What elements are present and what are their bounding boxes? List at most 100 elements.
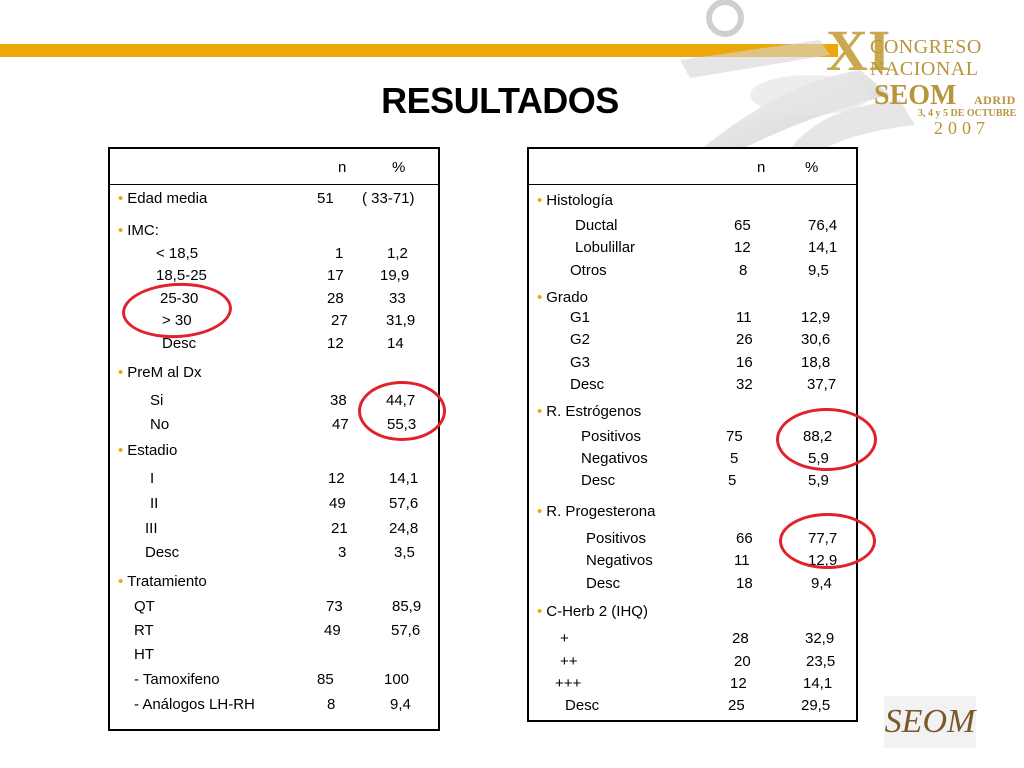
highlight-ellipse-prem	[358, 381, 446, 441]
cell-n: 5	[728, 472, 737, 489]
cell-n: 3	[338, 544, 347, 561]
column-header-n: n	[757, 159, 766, 176]
row-label: III	[145, 520, 158, 537]
cell-n: 65	[734, 217, 751, 234]
cell-percent: 3,5	[394, 544, 415, 561]
row-label: +	[560, 630, 569, 647]
cell-percent: ( 33-71)	[362, 190, 415, 207]
cell-n: 1	[335, 245, 344, 262]
cell-n: 17	[327, 267, 344, 284]
row-label: Desc	[145, 544, 180, 561]
column-header-percent: %	[392, 159, 406, 176]
row-label: Otros	[570, 262, 607, 279]
cell-percent: 85,9	[392, 598, 422, 615]
section-label-prem: PreM al Dx	[118, 364, 201, 382]
cell-n: 28	[732, 630, 749, 647]
cell-percent: 18,8	[801, 354, 831, 371]
logo-line-2: NACIONAL	[870, 58, 979, 80]
section-label-receptor-progesterona: R. Progesterona	[537, 503, 655, 521]
row-label: Lobulillar	[575, 239, 636, 256]
row-label: Negativos	[586, 552, 653, 569]
row-label: QT	[134, 598, 155, 615]
header-divider	[529, 184, 856, 185]
logo-line-3b: ADRID	[974, 93, 1016, 107]
logo-line-3: SEOM	[874, 80, 957, 111]
cell-percent: 14,1	[803, 675, 833, 692]
cell-percent: 14	[387, 335, 404, 352]
highlight-ellipse-rp	[779, 513, 876, 569]
row-label: Desc	[586, 575, 621, 592]
cell-n: 38	[330, 392, 347, 409]
logo-line-5: 2007	[934, 118, 990, 138]
row-label: ++	[560, 653, 578, 670]
cell-n: 27	[331, 312, 348, 329]
cell-n: 47	[332, 416, 349, 433]
row-label: HT	[134, 646, 154, 663]
cell-n: 8	[739, 262, 748, 279]
column-header-n: n	[338, 159, 347, 176]
results-table-left: n % Edad media 51 ( 33-71) IMC: < 18,5 1…	[108, 147, 440, 731]
section-label-edad: Edad media	[118, 190, 207, 208]
cell-n: 25	[728, 697, 745, 714]
cell-n: 73	[326, 598, 343, 615]
section-label-grado: Grado	[537, 289, 588, 307]
cell-n: 16	[736, 354, 753, 371]
cell-n: 75	[726, 428, 743, 445]
row-label: Desc	[565, 697, 600, 714]
cell-n: 51	[317, 190, 334, 207]
cell-percent: 9,4	[390, 696, 411, 713]
cell-n: 21	[331, 520, 348, 537]
section-label-c-herb2: C-Herb 2 (IHQ)	[537, 603, 648, 621]
cell-n: 8	[327, 696, 336, 713]
cell-percent: 9,5	[808, 262, 829, 279]
row-label: - Tamoxifeno	[134, 671, 220, 688]
cell-n: 12	[730, 675, 747, 692]
cell-n: 49	[329, 495, 346, 512]
cell-percent: 19,9	[380, 267, 410, 284]
cell-percent: 14,1	[808, 239, 838, 256]
cell-n: 32	[736, 376, 753, 393]
cell-n: 49	[324, 622, 341, 639]
row-label: G2	[570, 331, 591, 348]
cell-n: 11	[736, 309, 752, 326]
row-label: RT	[134, 622, 154, 639]
cell-n: 26	[736, 331, 753, 348]
cell-percent: 23,5	[806, 653, 836, 670]
row-label: Positivos	[581, 428, 642, 445]
row-label: Desc	[162, 335, 197, 352]
cell-n: 5	[730, 450, 739, 467]
row-label: Ductal	[575, 217, 618, 234]
header-accent-bar	[0, 44, 838, 57]
row-label: > 30	[162, 312, 192, 329]
row-label: G3	[570, 354, 591, 371]
cell-n: 12	[327, 335, 344, 352]
cell-percent: 14,1	[389, 470, 419, 487]
slide-title: RESULTADOS	[381, 80, 619, 121]
header-divider	[110, 184, 438, 185]
row-label: Si	[150, 392, 164, 409]
cell-percent: 33	[389, 290, 406, 307]
cell-percent: 1,2	[387, 245, 408, 262]
cell-percent: 12,9	[801, 309, 831, 326]
cell-n: 28	[327, 290, 344, 307]
row-label: 18,5-25	[156, 267, 207, 284]
section-label-histologia: Histología	[537, 192, 613, 210]
logo-line-1: CONGRESO	[870, 36, 982, 58]
cell-n: 85	[317, 671, 334, 688]
row-label: - Análogos LH-RH	[134, 696, 255, 713]
section-label-imc: IMC:	[118, 222, 159, 240]
row-label: +++	[555, 675, 582, 692]
row-label: < 18,5	[156, 245, 199, 262]
row-label: 25-30	[160, 290, 199, 307]
section-label-receptor-estrogenos: R. Estrógenos	[537, 403, 641, 421]
cell-n: 20	[734, 653, 751, 670]
microscope-decoration-icon	[680, 0, 915, 150]
cell-percent: 5,9	[808, 472, 829, 489]
cell-percent: 57,6	[389, 495, 419, 512]
row-label: Desc	[570, 376, 605, 393]
highlight-ellipse-re	[776, 408, 877, 471]
cell-n: 12	[328, 470, 345, 487]
row-label: No	[150, 416, 170, 433]
cell-n: 12	[734, 239, 751, 256]
row-label: Positivos	[586, 530, 647, 547]
